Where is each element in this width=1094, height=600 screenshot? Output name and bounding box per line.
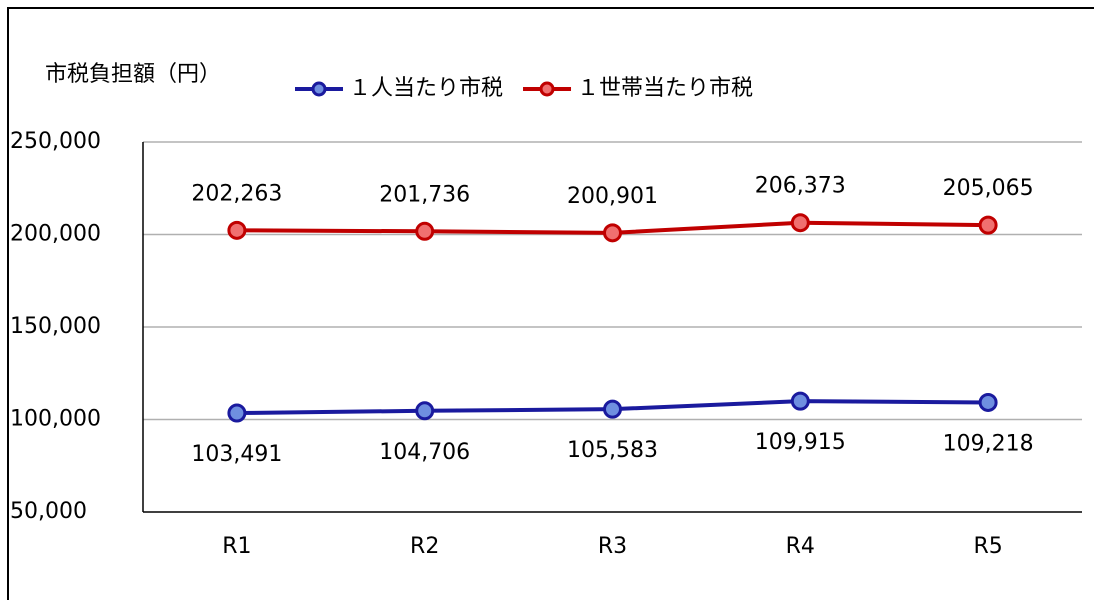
legend-marker xyxy=(539,81,555,97)
y-tick-label: 250,000 xyxy=(10,129,101,154)
data-label: 104,706 xyxy=(379,440,470,465)
legend-label: １世帯当たり市税 xyxy=(577,76,753,101)
chart-frame xyxy=(7,7,1094,600)
y-tick-label: 50,000 xyxy=(10,499,87,524)
x-tick-label: R4 xyxy=(786,534,815,559)
data-label: 202,263 xyxy=(191,181,282,206)
data-point xyxy=(227,220,247,240)
data-point xyxy=(415,401,435,421)
y-tick-label: 100,000 xyxy=(10,407,101,432)
data-label: 109,915 xyxy=(755,430,846,455)
data-label: 200,901 xyxy=(567,184,658,209)
data-point xyxy=(603,223,622,243)
data-label: 201,736 xyxy=(379,182,470,207)
data-point xyxy=(415,221,435,241)
legend-marker xyxy=(311,81,327,97)
y-axis-title: 市税負担額（円） xyxy=(45,62,221,87)
data-point xyxy=(790,213,810,233)
y-tick-label: 150,000 xyxy=(10,314,101,339)
x-tick-label: R5 xyxy=(973,534,1002,559)
legend-label: １人当たり市税 xyxy=(349,76,503,101)
data-label: 205,065 xyxy=(943,176,1034,201)
data-point xyxy=(603,399,622,419)
x-tick-label: R1 xyxy=(222,534,251,559)
data-point xyxy=(227,403,247,423)
data-point xyxy=(978,392,998,412)
data-point xyxy=(790,391,810,411)
data-point xyxy=(978,215,998,235)
data-label: 206,373 xyxy=(755,174,846,199)
data-label: 105,583 xyxy=(567,438,658,463)
x-tick-label: R2 xyxy=(410,534,439,559)
y-tick-label: 200,000 xyxy=(10,222,101,247)
data-label: 103,491 xyxy=(191,442,282,467)
x-tick-label: R3 xyxy=(598,534,627,559)
data-label: 109,218 xyxy=(943,431,1034,456)
